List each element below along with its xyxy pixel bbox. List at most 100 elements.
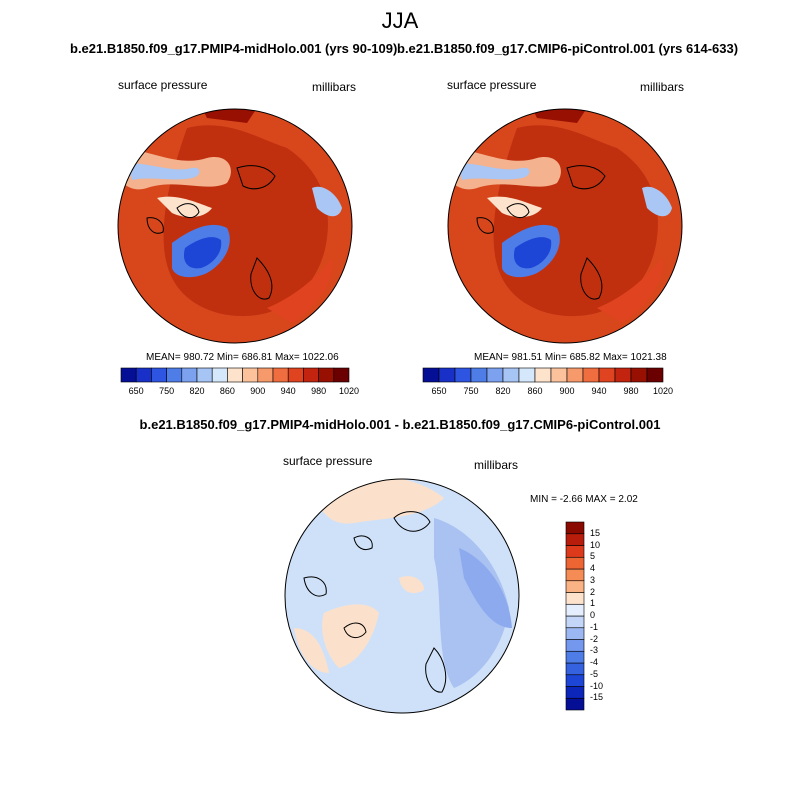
panel2-units-label: millibars (640, 80, 685, 94)
panel2-colorbar-swatch (422, 367, 440, 383)
diff-colorbar-tick-label: 15 (590, 527, 601, 538)
diff-colorbar-swatch (565, 556, 585, 570)
panel1-colorbar-swatch (135, 367, 152, 383)
panel1-field-dark (202, 109, 257, 123)
panel1-title: b.e21.B1850.f09_g17.PMIP4-midHolo.001 (y… (70, 41, 398, 56)
panel2-colorbar-swatch (470, 367, 488, 383)
panel2-colorbar-tick-label: 750 (463, 386, 479, 396)
diff-colorbar-swatch (565, 603, 585, 617)
panel2-colorbar-swatch (566, 367, 584, 383)
panel1-field-asia (267, 258, 333, 323)
panel1-colorbar-swatch (166, 367, 183, 383)
panel2-colorbar-swatch (614, 367, 632, 383)
panel2-colorbar-swatch (534, 367, 552, 383)
panel1-map-border (117, 108, 353, 344)
diff-colorbar (565, 521, 585, 711)
panel2-colorbar-swatch (598, 367, 616, 383)
diff-colorbar-tick-label: -15 (590, 692, 604, 703)
panel1-colorbar-swatch (287, 367, 304, 383)
diff-map-border (284, 478, 520, 714)
panel2-colorbar-swatch (438, 367, 456, 383)
panel2-colorbar-swatch (518, 367, 536, 383)
diff-coastlines (303, 511, 447, 693)
panel1-colorbar-swatch (120, 367, 137, 383)
panel1-colorbar-tick-label: 750 (159, 386, 175, 396)
panel2-field-greenland-edge (448, 148, 561, 190)
diff-colorbar-swatch (565, 568, 585, 582)
panel1-field-lowpatch (127, 163, 200, 180)
diff-map (284, 478, 520, 714)
panel1-colorbar-swatch (211, 367, 228, 383)
diff-variable-label: surface pressure (283, 454, 373, 468)
diff-field-neg-core (459, 548, 512, 628)
diff-colorbar-swatch (565, 592, 585, 605)
diff-colorbar-tick-label: -5 (590, 668, 599, 679)
diff-colorbar-tick-label: 3 (590, 574, 596, 585)
panel2-variable-label: surface pressure (447, 78, 537, 92)
panel2-field-dark (532, 109, 587, 123)
panel2-field-east-low (642, 186, 672, 217)
panel1-field-darkcorner (118, 109, 167, 133)
panel1-colorbar-tick-label: 980 (311, 386, 327, 396)
panel1-colorbar-swatch (242, 367, 259, 383)
panel1-colorbar-tick-label: 650 (128, 386, 144, 396)
diff-colorbar-swatch (565, 627, 585, 640)
panel1-colorbar (120, 367, 350, 383)
panel2-field-asia (597, 258, 663, 323)
panel2-colorbar-swatch (454, 367, 472, 383)
panel1-field-canada (157, 196, 212, 218)
panel1-variable-label: surface pressure (118, 78, 208, 92)
diff-colorbar-tick-label: 0 (590, 610, 596, 620)
panel1-colorbar-swatch (272, 367, 289, 383)
panel1-colorbar-swatch (257, 367, 274, 383)
diff-field-pos-center (399, 576, 424, 594)
diff-colorbar-tick-label: -3 (590, 645, 599, 656)
panel2-colorbar-swatch (582, 367, 600, 383)
panel1-colorbar-tick-label: 940 (280, 386, 296, 396)
diff-colorbar-swatch (565, 697, 585, 711)
diff-title: b.e21.B1850.f09_g17.PMIP4-midHolo.001 - … (139, 417, 661, 432)
diff-units-label: millibars (474, 458, 519, 472)
panel2-colorbar-labels: 650 750 820 860 900 940 980 1020 (423, 386, 673, 398)
panel2-coastlines (476, 165, 606, 300)
diff-colorbar-labels: 15 10 5 4 3 2 1 0 -1 -2 -3 -4 -5 -10 -15 (590, 522, 620, 710)
diff-colorbar-swatch (565, 545, 585, 558)
panel1-field-east-low (312, 186, 342, 217)
panel2-stats: MEAN= 981.51 Min= 685.82 Max= 1021.38 (474, 352, 667, 363)
panel2-field-greenland-core (513, 237, 552, 269)
diff-field-neg-east (434, 518, 509, 688)
panel1-colorbar-labels: 650 750 820 860 900 940 980 1020 (121, 386, 359, 398)
diff-colorbar-swatch (565, 650, 585, 664)
diff-colorbar-swatch (565, 674, 585, 687)
panel1-map (117, 108, 353, 344)
diff-colorbar-swatch (565, 533, 585, 546)
panel1-coastlines (146, 165, 276, 300)
diff-colorbar-swatch (565, 662, 585, 676)
diff-colorbar-swatch (565, 580, 585, 593)
panel1-colorbar-swatch (151, 367, 167, 383)
diff-colorbar-swatch (565, 639, 585, 652)
panel2-colorbar-tick-label: 650 (431, 386, 447, 396)
panel2-field-canada (487, 196, 542, 218)
panel1-colorbar-swatch (333, 367, 350, 383)
diff-stats: MIN = -2.66 MAX = 2.02 (530, 494, 638, 505)
diff-colorbar-tick-label: 1 (590, 598, 596, 609)
diff-colorbar-tick-label: 5 (590, 551, 596, 562)
panel1-colorbar-tick-label: 900 (250, 386, 266, 396)
panel2-colorbar-swatch (486, 367, 504, 383)
panel2-colorbar-swatch (502, 367, 520, 383)
diff-field-pos-west (294, 628, 329, 673)
diff-colorbar-swatch (565, 615, 585, 629)
diff-colorbar-swatch (565, 686, 585, 699)
panel1-field-greenland-edge (118, 148, 231, 190)
panel1-field-greenland-core (183, 237, 222, 269)
panel2-colorbar-swatch (646, 367, 664, 383)
panel2-field-lowpatch (457, 163, 530, 180)
figure-title: JJA (381, 8, 419, 33)
panel2-colorbar-tick-label: 1020 (652, 386, 674, 396)
panel1-colorbar-swatch (318, 367, 335, 383)
panel1-units-label: millibars (312, 80, 357, 94)
panel2-colorbar-tick-label: 900 (559, 386, 575, 396)
panel2-colorbar-tick-label: 980 (623, 386, 639, 396)
panel2-colorbar-swatch (550, 367, 568, 383)
